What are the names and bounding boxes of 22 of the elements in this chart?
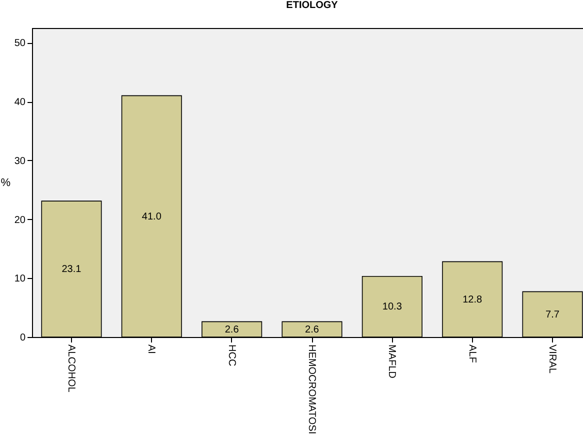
x-tick-label: VIRAL	[546, 344, 558, 374]
x-tick-label: ALCOHOL	[65, 344, 76, 393]
x-tick-label: HCC	[226, 344, 237, 366]
y-axis-title: %	[0, 177, 11, 189]
data-label: 23.1	[62, 264, 82, 276]
data-label: 12.8	[462, 294, 483, 306]
y-tick-label: 0	[20, 332, 26, 344]
y-tick-label: 10	[14, 274, 26, 285]
y-tick-label: 20	[14, 214, 26, 226]
y-tick-label: 30	[14, 156, 26, 167]
data-label: 2.6	[305, 324, 320, 336]
chart-title: ETIOLOGY	[286, 0, 338, 11]
x-tick-label: ALF	[466, 344, 478, 363]
y-tick-label: 40	[14, 97, 26, 108]
data-label: 41.0	[142, 211, 162, 222]
data-label: 7.7	[546, 309, 560, 320]
y-tick-label: 50	[14, 38, 26, 50]
data-label: 10.3	[382, 302, 402, 313]
data-label: 2.6	[224, 324, 240, 336]
x-tick-label: HEMOCROMATOSI	[306, 344, 317, 434]
x-tick-label: AI	[146, 344, 157, 354]
x-tick-label: MAFLD	[386, 344, 398, 378]
